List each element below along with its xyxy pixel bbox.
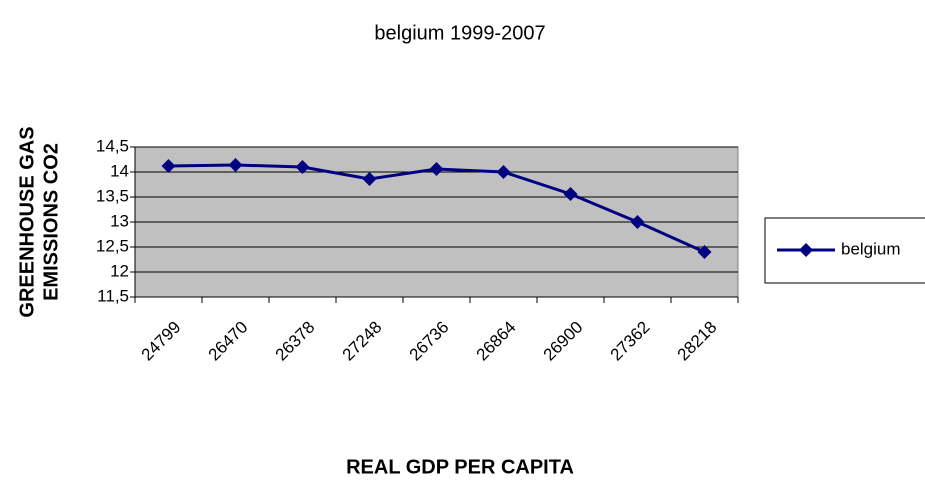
legend-label: belgium [841,239,901,258]
y-tick-label: 13 [110,211,129,230]
y-tick-label: 13,5 [96,186,129,205]
x-tick-label: 27248 [339,318,386,365]
marker [697,245,712,259]
y-tick-label: 12 [110,261,129,280]
x-tick-label: 26864 [473,318,520,365]
marker [630,215,645,229]
x-tick-label: 26378 [272,318,319,365]
marker [496,165,511,179]
marker [161,159,176,173]
x-tick-label: 28218 [674,318,721,365]
marker [228,158,243,172]
x-tick-label: 24799 [138,318,185,365]
marker [362,172,377,186]
x-axis-title: REAL GDP PER CAPITA [346,456,574,478]
chart-title: belgium 1999-2007 [374,22,545,44]
x-tick-label: 27362 [607,318,654,365]
y-tick-label: 12,5 [96,236,129,255]
y-tick-label: 14,5 [96,136,129,155]
y-tick-label: 11,5 [97,286,129,305]
x-tick-label: 26470 [205,318,252,365]
y-axis-title: EMISSIONS CO2 [40,143,62,301]
marker [563,187,578,201]
y-axis-title: GREENHOUSE GAS [16,126,38,317]
x-tick-label: 26900 [540,318,587,365]
y-tick-label: 14 [110,161,129,180]
marker [295,160,310,174]
marker [429,162,444,176]
x-tick-label: 26736 [406,318,453,365]
legend-marker [799,243,813,257]
